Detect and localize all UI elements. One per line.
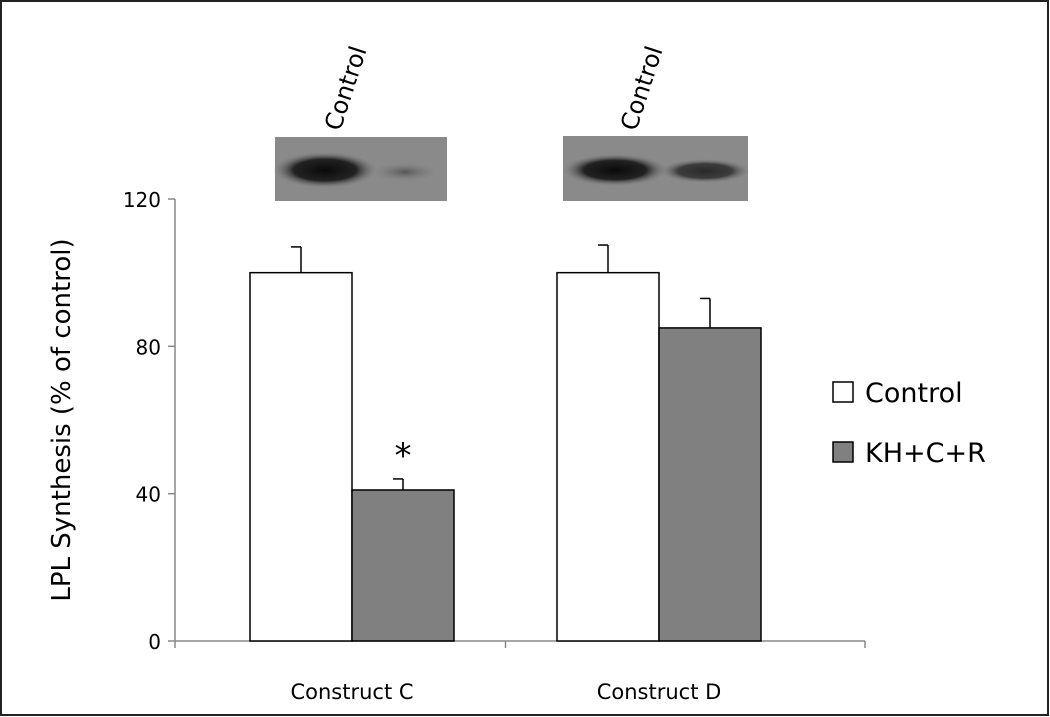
- bar: [658, 327, 762, 642]
- bar: [249, 271, 353, 642]
- legend-swatch: [832, 381, 854, 403]
- bar: [351, 489, 455, 642]
- y-tick-label: 120: [123, 188, 161, 212]
- x-tick-label: Construct D: [597, 680, 722, 704]
- y-axis-label: LPL Synthesis (% of control): [47, 238, 77, 601]
- blot-c: [273, 137, 447, 201]
- significance-marker: *: [395, 436, 412, 476]
- bar: [556, 271, 660, 642]
- blot-d: [563, 136, 750, 201]
- y-tick-label: 0: [148, 630, 161, 654]
- y-tick-label: 80: [136, 335, 161, 359]
- legend-swatch: [832, 441, 854, 463]
- legend-label: Control: [865, 378, 963, 409]
- y-tick-label: 40: [136, 483, 161, 507]
- x-tick-label: Construct C: [290, 680, 413, 704]
- legend-label: KH+C+R: [865, 438, 986, 469]
